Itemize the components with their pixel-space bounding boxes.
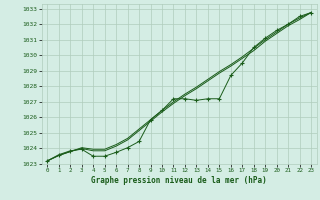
X-axis label: Graphe pression niveau de la mer (hPa): Graphe pression niveau de la mer (hPa): [91, 176, 267, 185]
